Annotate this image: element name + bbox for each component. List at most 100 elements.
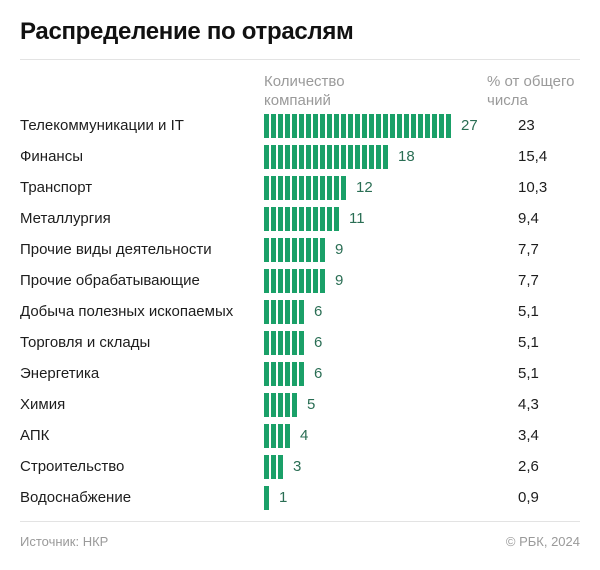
chart-row: Прочие виды деятельности 9 7,7 — [0, 238, 600, 264]
category-label: Торговля и склады — [20, 334, 151, 351]
bar-segment — [292, 362, 297, 386]
bar-segment — [292, 145, 297, 169]
bar-segment — [278, 176, 283, 200]
category-label: Водоснабжение — [20, 489, 132, 506]
chart-row: Телекоммуникации и IT 27 23 — [0, 114, 600, 140]
bar-segment — [278, 114, 283, 138]
count-label: 9 — [335, 241, 344, 258]
category-label: Телекоммуникации и IT — [20, 117, 184, 134]
category-label: Прочие виды деятельности — [20, 241, 212, 258]
category-label: Металлургия — [20, 210, 111, 227]
bar — [264, 207, 341, 231]
percent-label: 23 — [518, 117, 535, 134]
bar-segment — [404, 114, 409, 138]
percent-label: 7,7 — [518, 241, 539, 258]
bar-segment — [285, 176, 290, 200]
bar-segment — [264, 362, 269, 386]
category-label: Прочие обрабатывающие — [20, 272, 200, 289]
bar-segment — [362, 145, 367, 169]
bar — [264, 300, 306, 324]
bar-segment — [278, 300, 283, 324]
count-label: 6 — [314, 365, 323, 382]
bar-segment — [271, 300, 276, 324]
bar-segment — [334, 207, 339, 231]
chart-row: Финансы 18 15,4 — [0, 145, 600, 171]
chart-row: Добыча полезных ископаемых 6 5,1 — [0, 300, 600, 326]
count-header-line2: компаний — [264, 92, 331, 109]
bar — [264, 486, 271, 510]
bar-segment — [299, 207, 304, 231]
bar-segment — [264, 300, 269, 324]
percent-header-line2: числа — [487, 92, 528, 109]
bar-segment — [271, 145, 276, 169]
bar-segment — [320, 207, 325, 231]
bar-segment — [264, 145, 269, 169]
chart-row: Водоснабжение 1 0,9 — [0, 486, 600, 512]
bar-segment — [278, 455, 283, 479]
bar-segment — [285, 238, 290, 262]
bar-segment — [285, 207, 290, 231]
bar-segment — [271, 362, 276, 386]
chart-row: Энергетика 6 5,1 — [0, 362, 600, 388]
bar-segment — [264, 455, 269, 479]
bar-segment — [278, 269, 283, 293]
bar-segment — [271, 269, 276, 293]
bar — [264, 362, 306, 386]
bar-segment — [432, 114, 437, 138]
bar-segment — [439, 114, 444, 138]
bar-segment — [313, 238, 318, 262]
bar-segment — [411, 114, 416, 138]
bar-segment — [285, 362, 290, 386]
bar-segment — [299, 176, 304, 200]
bar-segment — [299, 300, 304, 324]
bar-segment — [264, 331, 269, 355]
bar-segment — [271, 238, 276, 262]
bar-segment — [285, 269, 290, 293]
bar-segment — [369, 145, 374, 169]
bar-segment — [369, 114, 374, 138]
bar-segment — [299, 238, 304, 262]
bar-segment — [278, 207, 283, 231]
bar-segment — [264, 393, 269, 417]
bar-segment — [334, 176, 339, 200]
chart-row: Строительство 3 2,6 — [0, 455, 600, 481]
bar-segment — [278, 331, 283, 355]
count-label: 6 — [314, 303, 323, 320]
bar-segment — [278, 362, 283, 386]
bar — [264, 269, 327, 293]
bar-segment — [327, 207, 332, 231]
bar-segment — [376, 114, 381, 138]
bar-segment — [355, 145, 360, 169]
bar-segment — [285, 393, 290, 417]
category-label: Химия — [20, 396, 66, 413]
bar-segment — [327, 114, 332, 138]
bar-segment — [306, 176, 311, 200]
bar-segment — [292, 269, 297, 293]
bar-segment — [313, 145, 318, 169]
count-label: 9 — [335, 272, 344, 289]
bar-segment — [320, 114, 325, 138]
category-label: Добыча полезных ископаемых — [20, 303, 234, 320]
bar-segment — [292, 393, 297, 417]
bar-segment — [271, 114, 276, 138]
count-label: 1 — [279, 489, 288, 506]
percent-label: 3,4 — [518, 427, 539, 444]
count-label: 4 — [300, 427, 309, 444]
bar-segment — [313, 176, 318, 200]
bar-segment — [334, 145, 339, 169]
percent-label: 5,1 — [518, 303, 539, 320]
bar-segment — [271, 455, 276, 479]
count-label: 6 — [314, 334, 323, 351]
bar-segment — [299, 269, 304, 293]
count-label: 18 — [398, 148, 415, 165]
bar-segment — [271, 176, 276, 200]
title-divider — [20, 59, 580, 60]
count-label: 12 — [356, 179, 373, 196]
bar-segment — [390, 114, 395, 138]
footer-divider — [20, 521, 580, 522]
percent-column-header: % от общего числа — [487, 72, 575, 110]
bar-segment — [264, 486, 269, 510]
category-label: Энергетика — [20, 365, 100, 382]
bar-segment — [264, 269, 269, 293]
count-label: 27 — [461, 117, 478, 134]
